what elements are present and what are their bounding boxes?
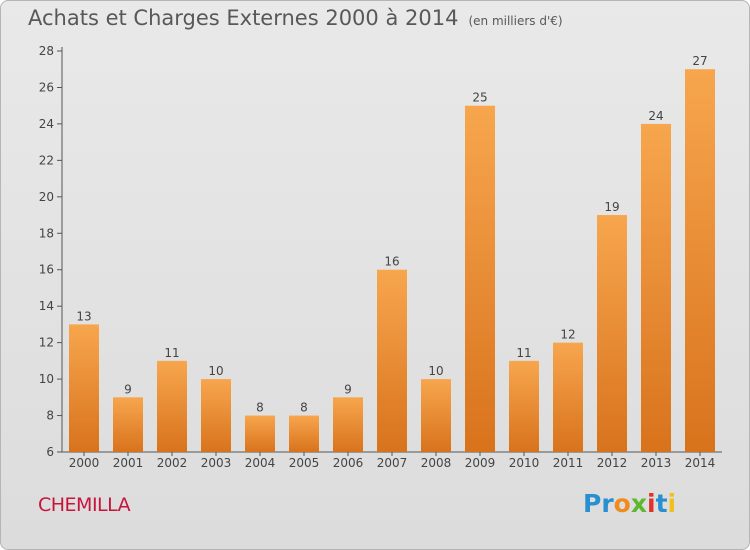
logo-letter: i [667, 489, 677, 518]
x-tick-label: 2004 [245, 456, 276, 470]
x-tick-label: 2006 [333, 456, 364, 470]
value-label: 8 [256, 401, 264, 415]
axes: 6 8 10 12 14 16 18 20 22 24 26 28 2000 2001 2002 2003 20… [39, 44, 722, 470]
value-label: 16 [384, 255, 399, 269]
x-tick-label: 2009 [465, 456, 496, 470]
bar [685, 69, 715, 453]
value-label: 11 [516, 346, 531, 360]
title-text: Achats et Charges Externes 2000 à 2014 [28, 6, 459, 30]
commune-name: CHEMILLA [38, 494, 131, 516]
x-tick-label: 2013 [641, 456, 672, 470]
bar [377, 269, 407, 452]
x-tick-label: 2007 [377, 456, 408, 470]
bar [113, 397, 143, 452]
y-tick-label: 20 [39, 190, 54, 204]
value-label: 19 [604, 200, 619, 214]
value-label: 10 [428, 364, 443, 378]
bar [69, 324, 99, 452]
title-unit: (en milliers d'€) [468, 14, 563, 28]
value-label: 9 [124, 382, 132, 396]
x-tick-label: 2008 [421, 456, 452, 470]
value-labels: 13 9 11 10 8 8 9 16 10 25 11 12 19 24 27 [76, 54, 707, 414]
logo-letter: i [647, 489, 656, 518]
value-label: 12 [560, 328, 575, 342]
chart-title: Achats et Charges Externes 2000 à 2014 (e… [28, 6, 563, 30]
x-tick-label: 2011 [553, 456, 584, 470]
y-tick-label: 6 [46, 445, 54, 459]
bar [245, 415, 275, 452]
value-label: 25 [472, 91, 487, 105]
bars [69, 69, 715, 453]
y-tick-label: 8 [46, 409, 54, 423]
value-label: 11 [164, 346, 179, 360]
y-tick-label: 12 [39, 336, 54, 350]
value-label: 24 [648, 109, 663, 123]
y-tick-label: 18 [39, 226, 54, 240]
x-tick-label: 2005 [289, 456, 320, 470]
y-tick-label: 28 [39, 44, 54, 58]
logo-letter: o [613, 489, 631, 518]
y-tick-label: 22 [39, 153, 54, 167]
x-tick-label: 2003 [201, 456, 232, 470]
y-tick-label: 24 [39, 117, 54, 131]
x-tick-label: 2014 [685, 456, 716, 470]
logo-letter: r [601, 489, 614, 518]
logo-letter: t [655, 489, 668, 518]
value-label: 10 [208, 364, 223, 378]
bar [333, 397, 363, 452]
value-label: 13 [76, 309, 91, 323]
x-tick-label: 2000 [69, 456, 100, 470]
x-tick-label: 2010 [509, 456, 540, 470]
y-tick-label: 10 [39, 372, 54, 386]
bar [553, 342, 583, 452]
y-tick-label: 26 [39, 80, 54, 94]
x-tick-label: 2001 [113, 456, 144, 470]
bar [597, 215, 627, 452]
x-tick-label: 2002 [157, 456, 188, 470]
bar [201, 379, 231, 452]
value-label: 9 [344, 382, 352, 396]
proxiti-logo[interactable]: Proxiti [583, 489, 676, 518]
bar [465, 105, 495, 452]
bar [421, 379, 451, 452]
logo-letter: P [583, 489, 602, 518]
bar [157, 360, 187, 452]
bar [641, 123, 671, 452]
y-tick-label: 14 [39, 299, 54, 313]
x-tick-label: 2012 [597, 456, 628, 470]
value-label: 27 [692, 54, 707, 68]
bar [509, 360, 539, 452]
logo-letter: x [630, 489, 647, 518]
value-label: 8 [300, 401, 308, 415]
y-tick-label: 16 [39, 263, 54, 277]
bar [289, 415, 319, 452]
